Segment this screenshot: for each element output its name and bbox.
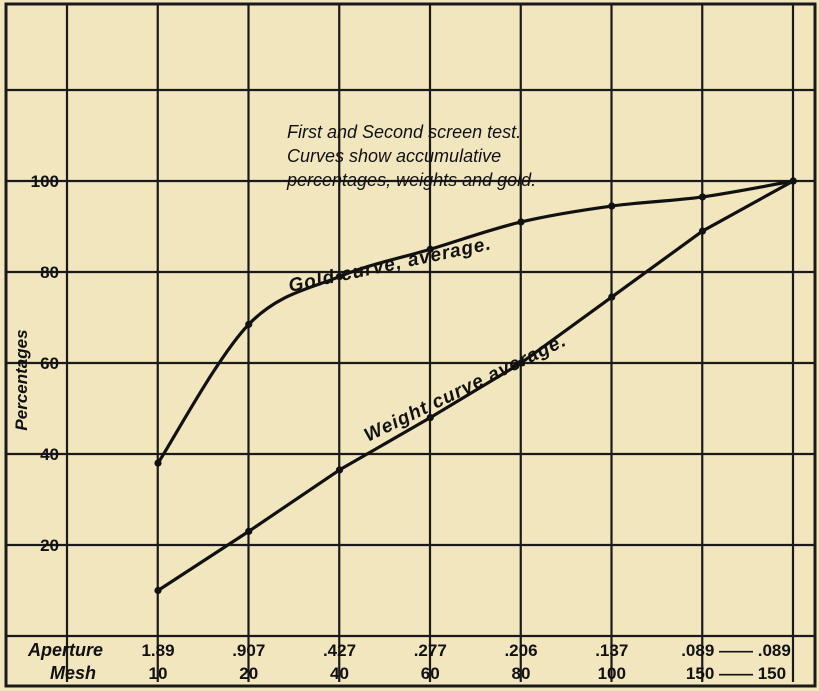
x-tick-aperture: .089 —— .089 bbox=[681, 641, 791, 660]
weight-curve-point bbox=[426, 414, 434, 422]
weight-curve-point bbox=[335, 466, 344, 474]
y-axis-label: Percentages bbox=[12, 329, 31, 430]
y-tick-label: 60 bbox=[40, 354, 59, 373]
gold-curve-point bbox=[698, 193, 707, 201]
y-tick-label: 20 bbox=[40, 536, 59, 555]
gold-curve-point bbox=[608, 202, 616, 210]
x-tick-mesh: 150 —— 150 bbox=[686, 664, 786, 683]
x-tick-mesh: 20 bbox=[239, 664, 258, 683]
gold-curve-point bbox=[426, 245, 434, 253]
weight-curve-point bbox=[608, 293, 616, 301]
x-tick-aperture: .907 bbox=[232, 641, 265, 660]
aperture-row-label: Aperture bbox=[27, 640, 103, 660]
x-tick-mesh: 40 bbox=[330, 664, 349, 683]
x-tick-aperture: 1.89 bbox=[141, 641, 174, 660]
y-tick-label: 80 bbox=[40, 263, 59, 282]
x-tick-mesh: 60 bbox=[421, 664, 440, 683]
x-tick-aperture: .137 bbox=[595, 641, 628, 660]
annotation-line-3: percentages, weights and gold. bbox=[286, 170, 536, 190]
weight-curve-point bbox=[789, 177, 797, 185]
gold-curve-point bbox=[245, 320, 253, 328]
weight-curve-point bbox=[245, 527, 253, 535]
mesh-row-label: Mesh bbox=[50, 663, 96, 683]
weight-curve-point bbox=[517, 359, 525, 367]
weight-curve-line bbox=[156, 179, 795, 593]
x-tick-mesh: 10 bbox=[149, 664, 168, 683]
annotation-line-1: First and Second screen test. bbox=[287, 122, 521, 142]
gold-curve-point bbox=[335, 272, 344, 281]
chart-frame bbox=[4, 2, 817, 688]
x-tick-mesh: 80 bbox=[512, 664, 531, 683]
y-tick-label: 100 bbox=[31, 172, 59, 191]
gold-curve-point bbox=[517, 218, 525, 226]
gold-curve-point bbox=[154, 459, 162, 467]
grid bbox=[4, 2, 817, 688]
x-tick-mesh: 100 bbox=[598, 664, 626, 683]
weight-curve-point bbox=[154, 586, 162, 595]
series bbox=[154, 177, 797, 595]
x-tick-aperture: .427 bbox=[323, 641, 356, 660]
annotation: First and Second screen test. Curves sho… bbox=[286, 122, 536, 190]
x-tick-aperture: .206 bbox=[504, 641, 537, 660]
y-tick-label: 40 bbox=[40, 445, 59, 464]
annotation-line-2: Curves show accumulative bbox=[287, 146, 501, 166]
x-tick-aperture: .277 bbox=[414, 641, 447, 660]
weight-curve-point bbox=[698, 227, 707, 235]
